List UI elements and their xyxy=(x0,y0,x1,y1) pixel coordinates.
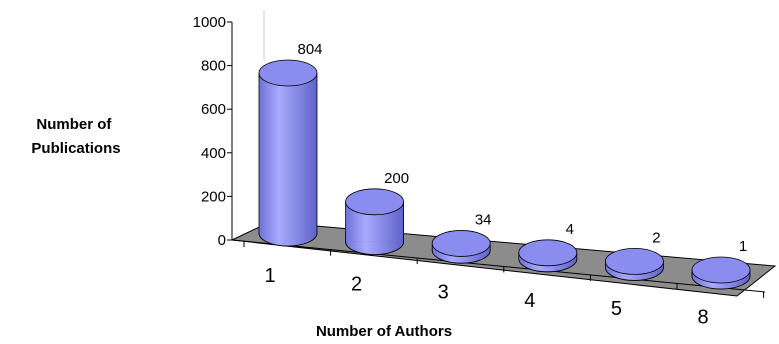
bar-top xyxy=(258,59,318,87)
y-tick-label: 1000 xyxy=(193,14,226,31)
bar-top xyxy=(605,247,664,275)
data-label: 2 xyxy=(652,229,660,246)
bar-base-front xyxy=(345,241,404,255)
category-label: 4 xyxy=(524,290,535,312)
category-label: 3 xyxy=(438,282,449,304)
data-labels: 804 200 34 4 2 1 xyxy=(297,41,747,255)
y-tick-label: 200 xyxy=(201,188,226,205)
category-label: 2 xyxy=(351,273,362,295)
data-label: 200 xyxy=(384,170,409,187)
data-label: 34 xyxy=(475,211,492,228)
category-label: 1 xyxy=(264,265,275,287)
bar-base-front xyxy=(258,232,318,247)
bar-top xyxy=(345,188,405,216)
bar-cylinder xyxy=(258,59,318,247)
category-label: 8 xyxy=(697,306,708,328)
bar-cylinder xyxy=(518,239,578,273)
bar-top xyxy=(691,256,751,284)
category-labels: 1 2 3 4 5 8 xyxy=(264,265,708,328)
y-axis-ticks: 0 200 400 600 800 1000 xyxy=(193,14,232,249)
data-label: 804 xyxy=(297,41,322,58)
x-axis-line xyxy=(231,239,766,293)
y-tick-label: 800 xyxy=(201,58,226,75)
bar-series xyxy=(258,59,751,290)
x-axis-title: Number of Authors xyxy=(316,323,452,340)
bar-cylinder xyxy=(431,230,491,264)
y-axis-title: Number of Publications xyxy=(31,116,120,157)
bar-cylinder xyxy=(691,256,751,290)
category-label: 5 xyxy=(611,298,622,320)
data-label: 1 xyxy=(739,238,747,255)
bar-cylinder xyxy=(605,247,664,281)
x-axis-ticks xyxy=(243,241,765,298)
y-tick-label: 0 xyxy=(218,232,226,249)
y-tick-label: 600 xyxy=(201,101,226,118)
bar-cylinder xyxy=(345,188,405,256)
bar-top xyxy=(431,230,491,257)
y-tick-label: 400 xyxy=(201,145,226,162)
data-label: 4 xyxy=(566,221,574,238)
bar-top xyxy=(518,239,578,267)
bar-body xyxy=(259,73,317,233)
